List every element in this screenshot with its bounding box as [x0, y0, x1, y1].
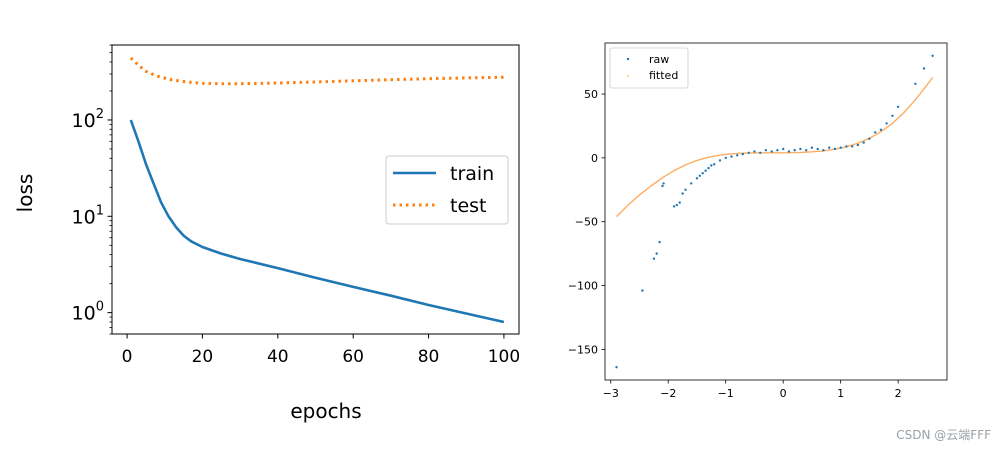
x-tick-label: 20	[192, 347, 214, 367]
scatter-point	[822, 149, 825, 152]
scatter-point	[816, 147, 819, 151]
scatter-point	[851, 145, 854, 148]
scatter-point	[661, 184, 664, 188]
legend-label-fitted: fitted	[649, 69, 678, 82]
scatter-point	[868, 137, 871, 140]
y-tick-label: 101	[72, 203, 104, 228]
scatter-point	[891, 114, 894, 118]
scatter-point	[747, 151, 750, 154]
scatter-point	[805, 149, 808, 152]
legend-label-train: train	[450, 163, 494, 185]
y-tick-label: 102	[72, 107, 104, 132]
scatter-point	[922, 67, 926, 70]
scatter-point	[770, 150, 773, 153]
scatter-point	[713, 163, 716, 166]
scatter-point	[799, 147, 802, 151]
scatter-point	[690, 182, 693, 185]
scatter-point	[658, 240, 661, 244]
scatter-point	[856, 143, 860, 147]
legend-swatch-fitted	[627, 75, 629, 77]
x-tick-label: 40	[267, 347, 289, 367]
right-legend: raw fitted	[609, 47, 689, 89]
x-tick-label: −2	[660, 387, 676, 400]
scatter-point	[793, 149, 796, 152]
right-axes-frame	[604, 42, 948, 381]
legend-swatch-raw	[626, 57, 630, 61]
scatter-point	[787, 150, 791, 153]
scatter-point	[828, 146, 831, 149]
scatter-point	[874, 131, 877, 134]
scatter-point	[810, 146, 814, 149]
scatter-point	[879, 128, 883, 131]
x-tick-label: 0	[122, 347, 133, 367]
scatter-point	[730, 155, 733, 158]
y-axis-label: loss	[13, 174, 37, 213]
series-line-fitted	[616, 77, 934, 218]
scatter-point	[885, 122, 888, 125]
scatter-point	[862, 141, 865, 144]
y-tick-label: 50	[584, 88, 598, 101]
left-axes-frame	[111, 44, 520, 335]
x-tick-label: 2	[895, 387, 902, 400]
scatter-point	[718, 159, 722, 162]
scatter-point	[641, 289, 644, 292]
x-axis-label: epochs	[290, 399, 361, 423]
x-tick-label: 0	[780, 387, 787, 400]
scatter-point	[896, 105, 900, 109]
scatter-point	[681, 192, 684, 195]
scatter-point	[707, 166, 710, 170]
scatter-point	[741, 152, 745, 156]
scatter-point	[776, 149, 779, 152]
scatter-point	[724, 156, 727, 160]
legend-box	[609, 47, 689, 89]
scatter-point	[753, 150, 756, 153]
scatter-point	[684, 188, 687, 191]
scatter-point	[678, 201, 681, 204]
scatter-point	[845, 145, 848, 148]
series-line-train	[129, 119, 505, 324]
right-scatter-chart: −150 −100 −50 0 50 −3 −2 −1 0 1 2 raw fitted	[568, 42, 948, 400]
y-tick-label: −150	[568, 343, 598, 356]
x-tick-label: 80	[418, 347, 440, 367]
scatter-point	[931, 54, 934, 57]
y-tick-label: 100	[72, 300, 104, 325]
watermark: CSDN @云端FFF	[896, 428, 991, 442]
x-tick-label: 1	[837, 387, 844, 400]
x-tick-label: −1	[718, 387, 734, 400]
scatter-point	[736, 154, 739, 157]
scatter-point	[672, 205, 676, 208]
scatter-point	[615, 366, 618, 369]
scatter-point	[655, 252, 658, 255]
scatter-point	[675, 203, 678, 207]
y-tick-label: −50	[575, 216, 598, 229]
scatter-point	[833, 147, 837, 151]
scatter-point	[652, 257, 656, 260]
left-loss-chart: 100 101 102 0 20 40 60 80 100 loss epochs train test	[13, 44, 520, 423]
left-legend: train test	[385, 155, 509, 225]
y-tick-label: −100	[568, 280, 598, 293]
scatter-point	[839, 146, 842, 149]
x-tick-label: −3	[603, 387, 619, 400]
legend-label-raw: raw	[649, 53, 669, 66]
scatter-point	[782, 147, 785, 151]
scatter-point	[662, 182, 665, 185]
x-tick-label: 60	[342, 347, 364, 367]
y-tick-label: 0	[591, 152, 598, 165]
scatter-point	[695, 177, 699, 180]
scatter-point	[704, 169, 707, 172]
scatter-point	[914, 82, 917, 86]
scatter-point	[701, 172, 704, 175]
series-line-test	[129, 56, 504, 86]
scatter-point	[759, 151, 762, 154]
scatter-point	[764, 149, 768, 152]
scatter-point	[698, 174, 701, 177]
legend-label-test: test	[450, 195, 487, 217]
scatter-point	[710, 164, 713, 167]
x-tick-label: 100	[488, 347, 520, 367]
